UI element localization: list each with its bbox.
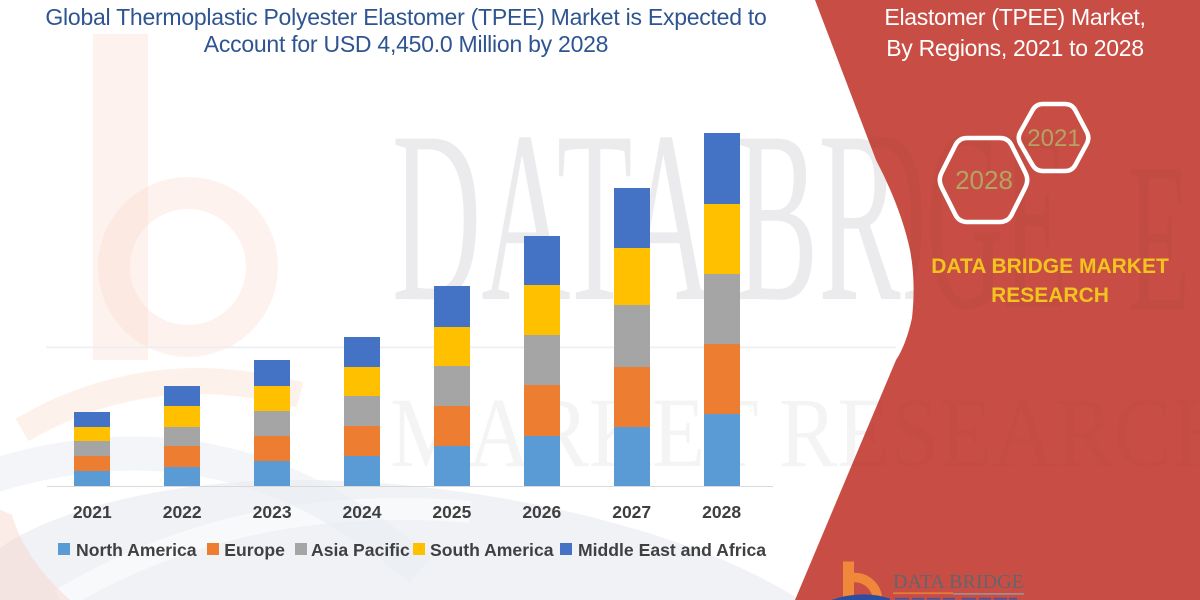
svg-text:2028: 2028 [955, 165, 1013, 195]
svg-text:MARKET RESEARCH: MARKET RESEARCH [390, 377, 1200, 488]
svg-text:E: E [1128, 118, 1190, 357]
svg-text:DATA BRIDGE: DATA BRIDGE [392, 81, 1196, 352]
svg-text:2021: 2021 [1027, 125, 1080, 152]
svg-text:DATA BRIDGE: DATA BRIDGE [893, 572, 1024, 593]
